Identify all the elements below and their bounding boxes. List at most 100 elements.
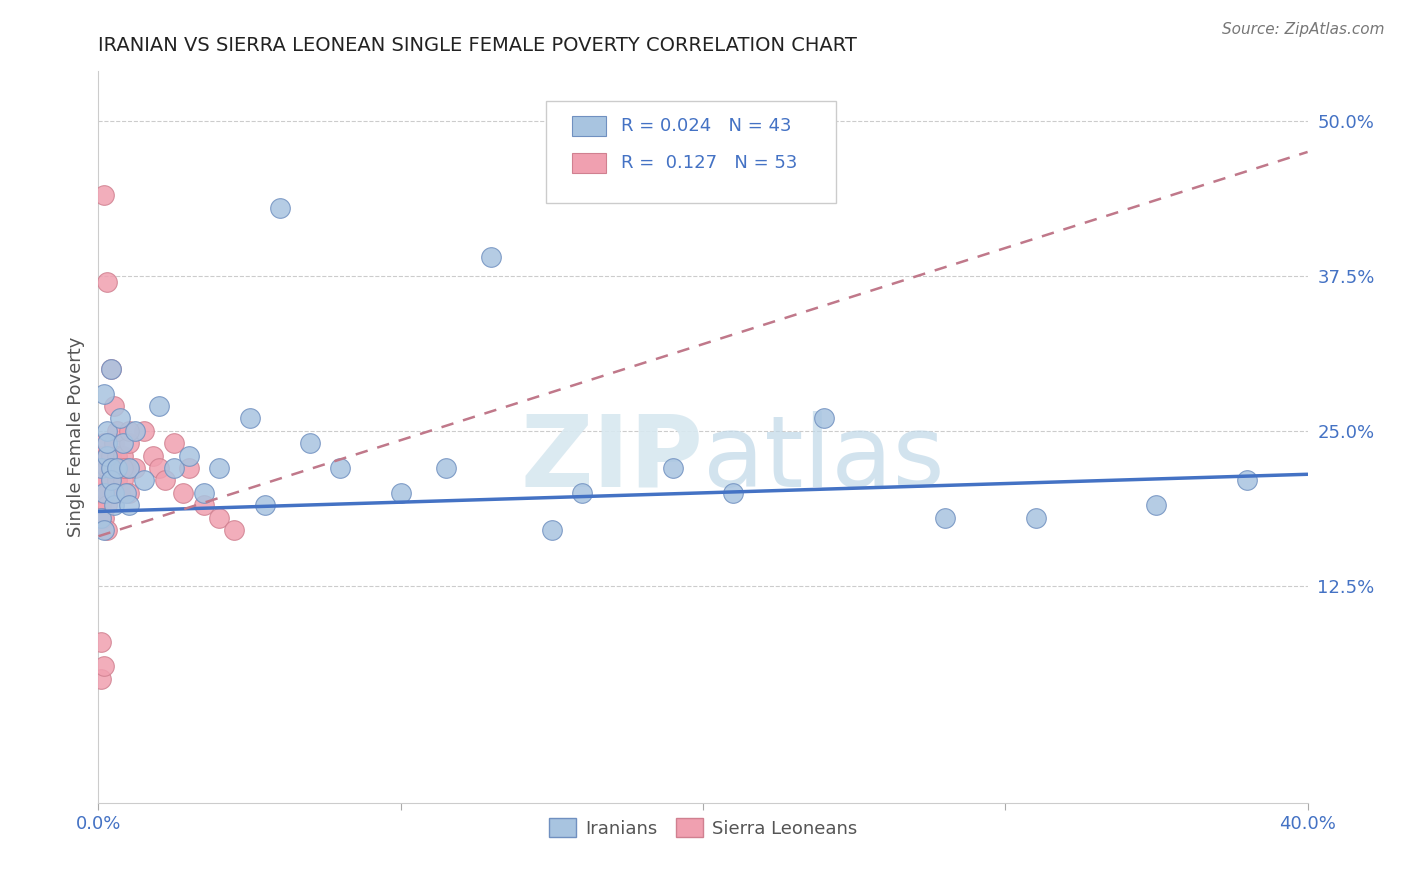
Point bbox=[118, 436, 141, 450]
Point bbox=[90, 461, 112, 475]
Point bbox=[93, 386, 115, 401]
Point bbox=[90, 672, 112, 686]
Point bbox=[540, 523, 562, 537]
Point bbox=[93, 486, 115, 500]
Point bbox=[103, 399, 125, 413]
FancyBboxPatch shape bbox=[546, 101, 837, 203]
Point bbox=[1236, 474, 1258, 488]
Point bbox=[132, 474, 155, 488]
Point bbox=[90, 486, 112, 500]
Point bbox=[93, 510, 115, 524]
Point bbox=[93, 436, 115, 450]
Point bbox=[108, 486, 131, 500]
Text: ZIP: ZIP bbox=[520, 410, 703, 508]
Point bbox=[90, 510, 112, 524]
Bar bbox=[572, 116, 606, 136]
Point bbox=[90, 510, 112, 524]
Bar bbox=[572, 153, 606, 173]
Point bbox=[111, 436, 134, 450]
Point bbox=[111, 474, 134, 488]
Point bbox=[329, 461, 352, 475]
Point bbox=[299, 436, 322, 450]
Point bbox=[105, 424, 128, 438]
Point bbox=[90, 498, 112, 512]
Point bbox=[389, 486, 412, 500]
Point bbox=[96, 436, 118, 450]
Point bbox=[114, 486, 136, 500]
Text: R = 0.024   N = 43: R = 0.024 N = 43 bbox=[621, 117, 792, 136]
Point bbox=[481, 250, 503, 264]
Point bbox=[90, 461, 112, 475]
Point bbox=[179, 449, 201, 463]
Point bbox=[90, 449, 112, 463]
Point bbox=[96, 523, 118, 537]
Point bbox=[100, 474, 122, 488]
Point bbox=[100, 449, 122, 463]
Point bbox=[148, 399, 170, 413]
Point bbox=[661, 461, 683, 475]
Point bbox=[163, 461, 186, 475]
Legend: Iranians, Sierra Leoneans: Iranians, Sierra Leoneans bbox=[541, 811, 865, 845]
Point bbox=[100, 362, 122, 376]
Point bbox=[96, 275, 118, 289]
Point bbox=[208, 461, 231, 475]
Point bbox=[96, 449, 118, 463]
Point bbox=[172, 486, 194, 500]
Point bbox=[1024, 510, 1046, 524]
Point bbox=[193, 498, 215, 512]
Point bbox=[111, 449, 134, 463]
Point bbox=[1144, 498, 1167, 512]
Point bbox=[100, 474, 122, 488]
Point bbox=[813, 411, 835, 425]
Point bbox=[93, 523, 115, 537]
Y-axis label: Single Female Poverty: Single Female Poverty bbox=[66, 337, 84, 537]
Point bbox=[118, 424, 141, 438]
Point bbox=[108, 461, 131, 475]
Point bbox=[90, 634, 112, 648]
Point bbox=[571, 486, 593, 500]
Point bbox=[239, 411, 262, 425]
Point bbox=[142, 449, 165, 463]
Point bbox=[100, 461, 122, 475]
Point bbox=[93, 474, 115, 488]
Point bbox=[269, 201, 291, 215]
Point bbox=[934, 510, 956, 524]
Point bbox=[153, 474, 176, 488]
Point bbox=[253, 498, 276, 512]
Point bbox=[103, 436, 125, 450]
Point bbox=[93, 188, 115, 202]
Point bbox=[96, 486, 118, 500]
Text: Source: ZipAtlas.com: Source: ZipAtlas.com bbox=[1222, 22, 1385, 37]
Text: R =  0.127   N = 53: R = 0.127 N = 53 bbox=[621, 153, 797, 172]
Point bbox=[163, 436, 186, 450]
Point bbox=[124, 424, 146, 438]
Point bbox=[723, 486, 745, 500]
Point bbox=[111, 461, 134, 475]
Point bbox=[118, 461, 141, 475]
Point bbox=[96, 461, 118, 475]
Point bbox=[132, 424, 155, 438]
Point bbox=[105, 461, 128, 475]
Point bbox=[108, 411, 131, 425]
Point bbox=[96, 498, 118, 512]
Point bbox=[105, 474, 128, 488]
Point bbox=[105, 461, 128, 475]
Point bbox=[90, 474, 112, 488]
Point bbox=[434, 461, 457, 475]
Text: IRANIAN VS SIERRA LEONEAN SINGLE FEMALE POVERTY CORRELATION CHART: IRANIAN VS SIERRA LEONEAN SINGLE FEMALE … bbox=[98, 36, 858, 54]
Point bbox=[118, 498, 141, 512]
Point bbox=[224, 523, 246, 537]
Text: atlas: atlas bbox=[703, 410, 945, 508]
Point bbox=[103, 486, 125, 500]
Point bbox=[148, 461, 170, 475]
Point bbox=[179, 461, 201, 475]
Point bbox=[103, 498, 125, 512]
Point bbox=[124, 461, 146, 475]
Point bbox=[93, 461, 115, 475]
Point bbox=[114, 461, 136, 475]
Point bbox=[100, 362, 122, 376]
Point bbox=[96, 449, 118, 463]
Point bbox=[193, 486, 215, 500]
Point bbox=[208, 510, 231, 524]
Point bbox=[93, 486, 115, 500]
